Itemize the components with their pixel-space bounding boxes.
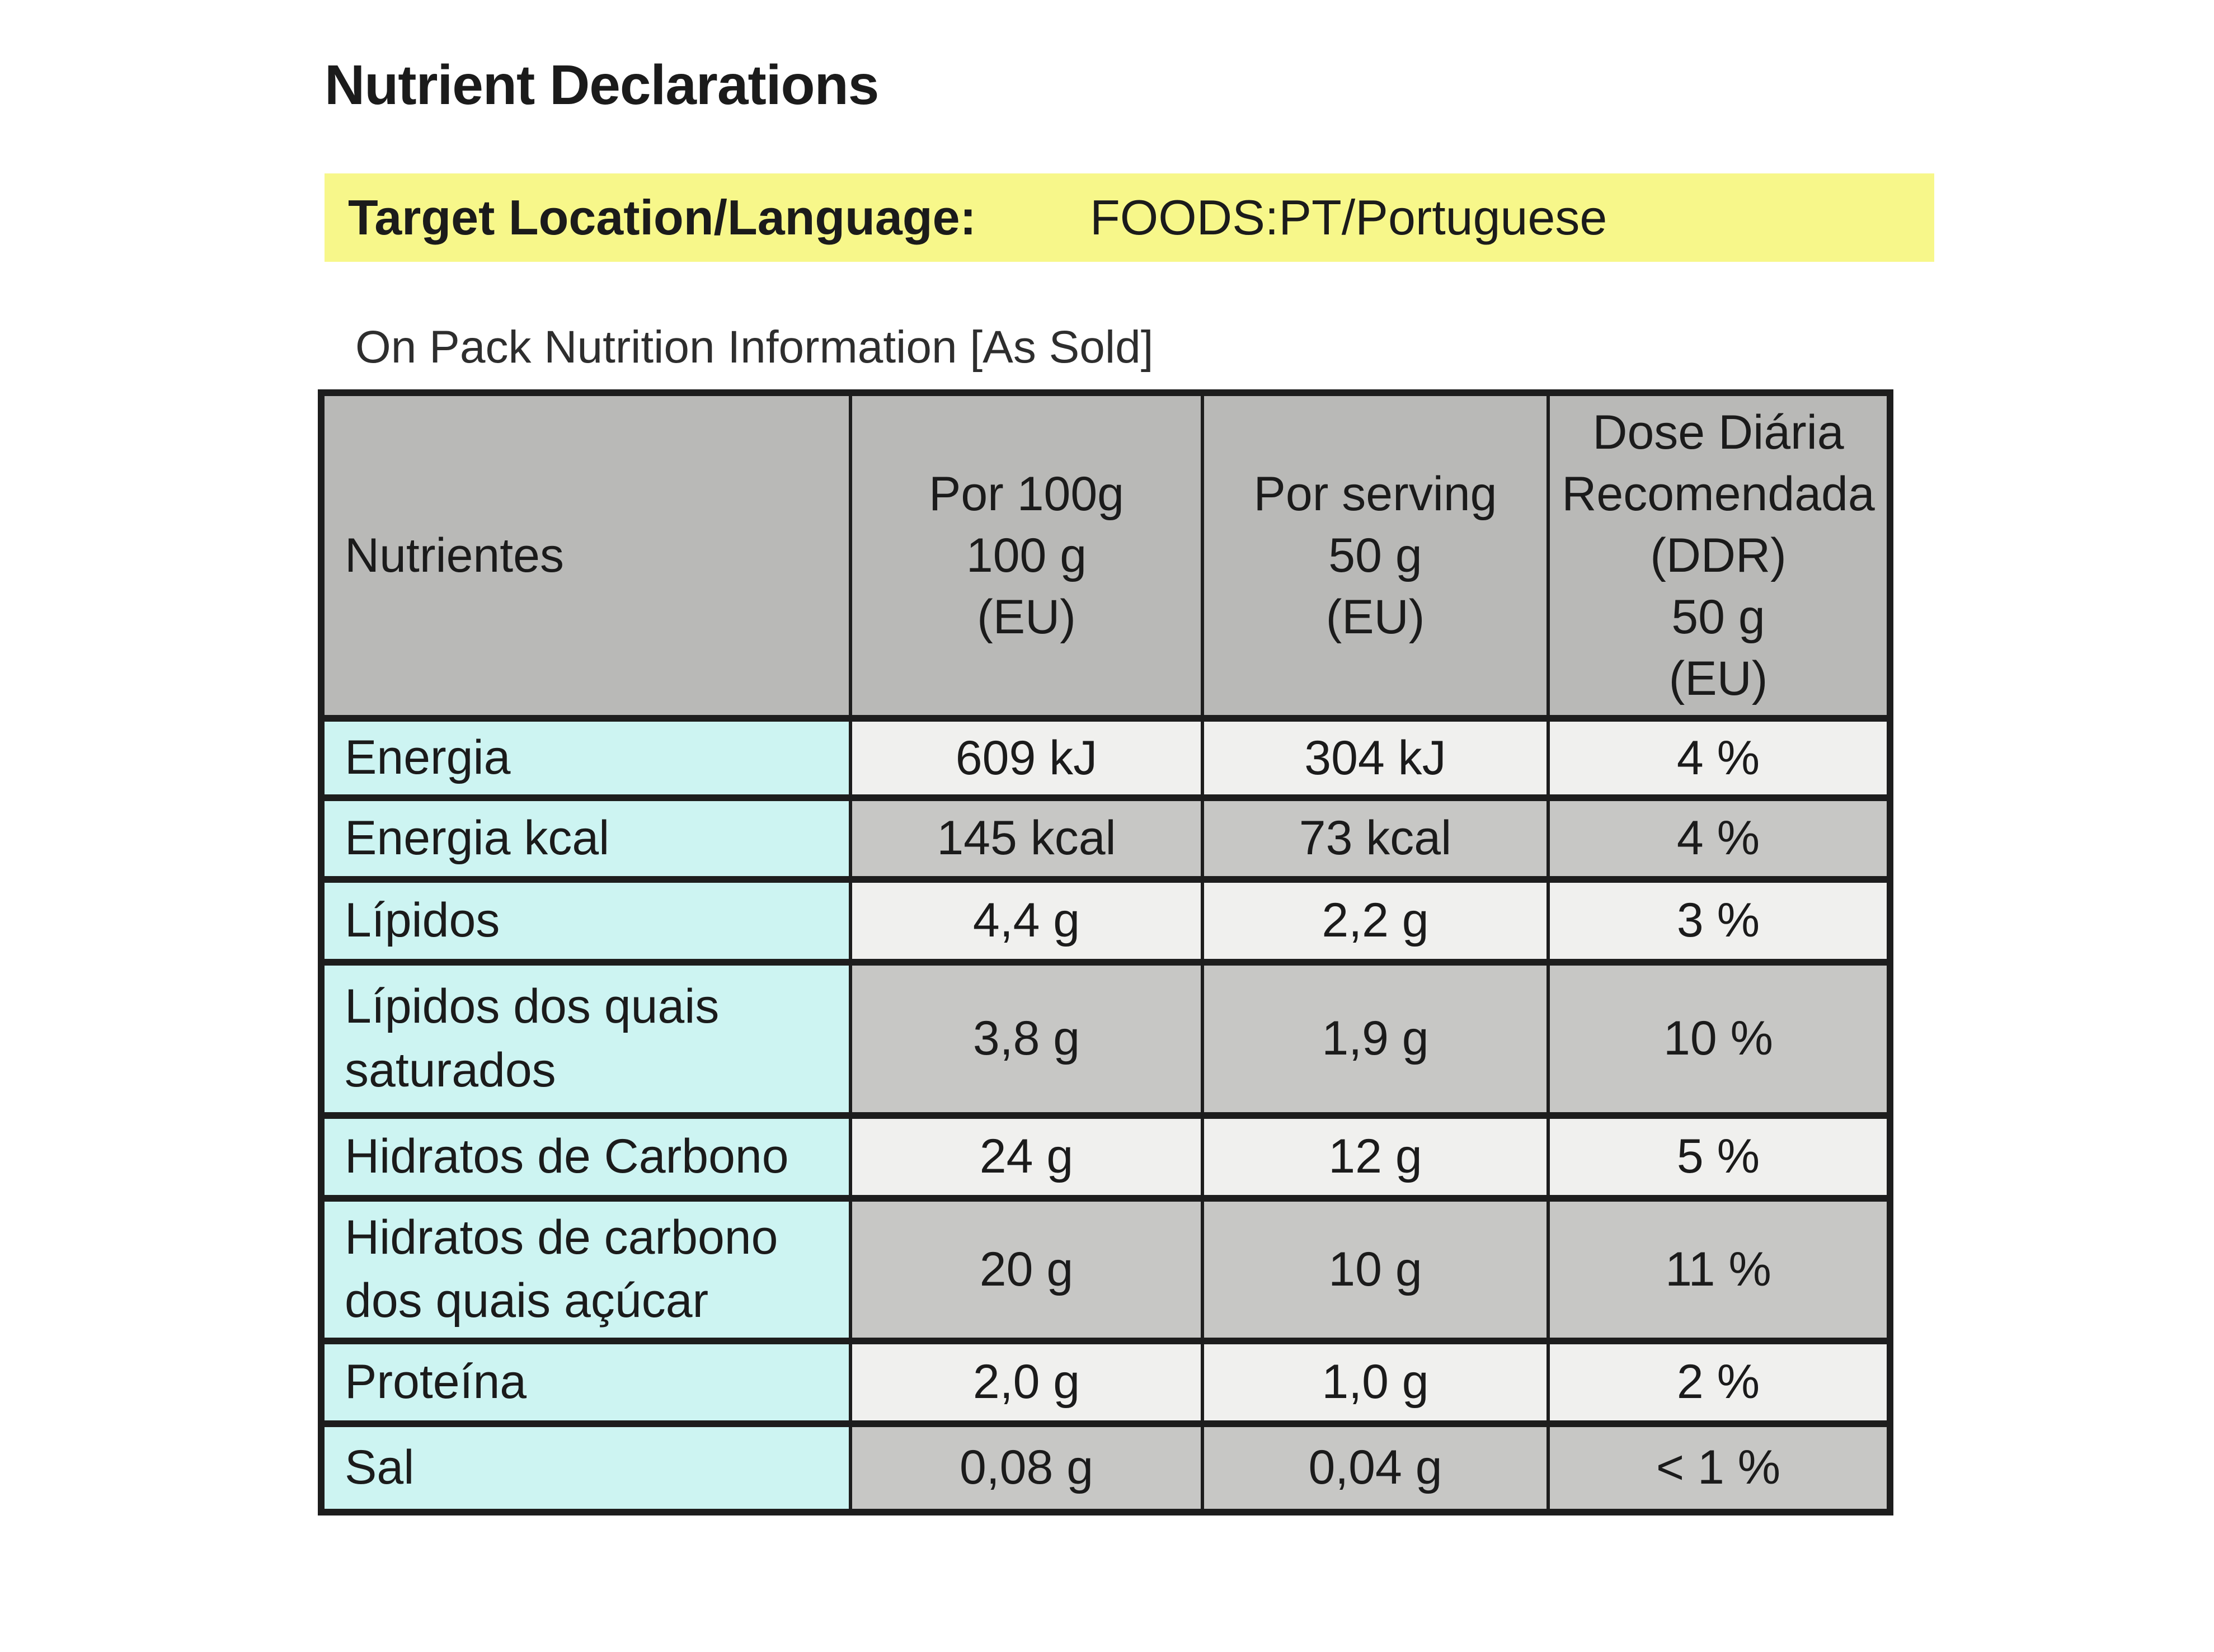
- ddr-value-cell: 10 %: [1546, 958, 1892, 1119]
- target-language-value: FOODS:PT/Portuguese: [1090, 190, 1607, 245]
- table-row: Energia kcal 145 kcal 73 kcal 4 %: [319, 794, 1892, 883]
- nutrition-table: Nutrientes Por 100g 100 g (EU) Por servi…: [318, 389, 1893, 1515]
- document-page: Nutrient Declarations Target Location/La…: [318, 54, 1934, 1515]
- header-line: (EU): [1668, 652, 1768, 706]
- table-header-row: Nutrientes Por 100g 100 g (EU) Por servi…: [319, 389, 1892, 722]
- table-row: Energia 609 kJ 304 kJ 4 %: [319, 715, 1892, 801]
- per-serving-value-cell: 10 g: [1201, 1194, 1550, 1344]
- nutrient-name-cell: Sal: [319, 1420, 852, 1515]
- per-serving-value-cell: 1,0 g: [1201, 1337, 1550, 1427]
- target-language-bar: Target Location/Language: FOODS:PT/Portu…: [325, 173, 1934, 262]
- ddr-value-cell: < 1 %: [1546, 1420, 1892, 1515]
- table-row: Sal 0,08 g 0,04 g < 1 %: [319, 1420, 1892, 1515]
- header-ddr-cell: Dose Diária Recomendada (DDR) 50 g (EU): [1546, 389, 1892, 722]
- nutrient-name-cell: Hidratos de carbono dos quais açúcar: [319, 1194, 852, 1344]
- nutrient-name-cell: Lípidos dos quais saturados: [319, 958, 852, 1119]
- header-line: 50 g: [1328, 529, 1422, 583]
- header-per-serving-cell: Por serving 50 g (EU): [1201, 389, 1550, 722]
- header-line: Dose Diária: [1592, 406, 1844, 459]
- nutrient-name-cell: Energia: [319, 715, 852, 801]
- header-line: (DDR): [1650, 529, 1787, 583]
- page-title: Nutrient Declarations: [325, 54, 879, 116]
- per-100g-value-cell: 3,8 g: [849, 958, 1204, 1119]
- ddr-value-cell: 4 %: [1546, 794, 1892, 883]
- per-100g-value-cell: 0,08 g: [849, 1420, 1204, 1515]
- per-serving-value-cell: 12 g: [1201, 1112, 1550, 1202]
- nutrient-name-cell: Hidratos de Carbono: [319, 1112, 852, 1202]
- header-line: 50 g: [1671, 590, 1765, 644]
- header-line: Por 100g: [928, 467, 1125, 521]
- section-heading: On Pack Nutrition Information [As Sold]: [355, 322, 1154, 373]
- header-line: Por serving: [1253, 467, 1497, 521]
- table-row: Hidratos de Carbono 24 g 12 g 5 %: [319, 1112, 1892, 1202]
- per-serving-value-cell: 0,04 g: [1201, 1420, 1550, 1515]
- header-line: (EU): [977, 590, 1076, 644]
- per-100g-value-cell: 4,4 g: [849, 876, 1204, 966]
- header-nutrients-cell: Nutrientes: [319, 389, 852, 722]
- target-language-label: Target Location/Language:: [348, 190, 976, 245]
- ddr-value-cell: 3 %: [1546, 876, 1892, 966]
- nutrient-name-cell: Energia kcal: [319, 794, 852, 883]
- per-100g-value-cell: 145 kcal: [849, 794, 1204, 883]
- per-serving-value-cell: 2,2 g: [1201, 876, 1550, 966]
- table-row: Lípidos 4,4 g 2,2 g 3 %: [319, 876, 1892, 966]
- nutrient-name-cell: Proteína: [319, 1337, 852, 1427]
- table-row: Proteína 2,0 g 1,0 g 2 %: [319, 1337, 1892, 1427]
- per-100g-value-cell: 20 g: [849, 1194, 1204, 1344]
- per-serving-value-cell: 304 kJ: [1201, 715, 1550, 801]
- ddr-value-cell: 5 %: [1546, 1112, 1892, 1202]
- header-line: Recomendada: [1562, 467, 1875, 521]
- nutrient-name-cell: Lípidos: [319, 876, 852, 966]
- per-100g-value-cell: 609 kJ: [849, 715, 1204, 801]
- header-per-100g-cell: Por 100g 100 g (EU): [849, 389, 1204, 722]
- header-line: (EU): [1325, 590, 1425, 644]
- ddr-value-cell: 4 %: [1546, 715, 1892, 801]
- table-row: Lípidos dos quais saturados 3,8 g 1,9 g …: [319, 958, 1892, 1119]
- per-serving-value-cell: 73 kcal: [1201, 794, 1550, 883]
- per-100g-value-cell: 2,0 g: [849, 1337, 1204, 1427]
- header-line: 100 g: [966, 529, 1087, 583]
- table-row: Hidratos de carbono dos quais açúcar 20 …: [319, 1194, 1892, 1344]
- per-serving-value-cell: 1,9 g: [1201, 958, 1550, 1119]
- ddr-value-cell: 11 %: [1546, 1194, 1892, 1344]
- ddr-value-cell: 2 %: [1546, 1337, 1892, 1427]
- per-100g-value-cell: 24 g: [849, 1112, 1204, 1202]
